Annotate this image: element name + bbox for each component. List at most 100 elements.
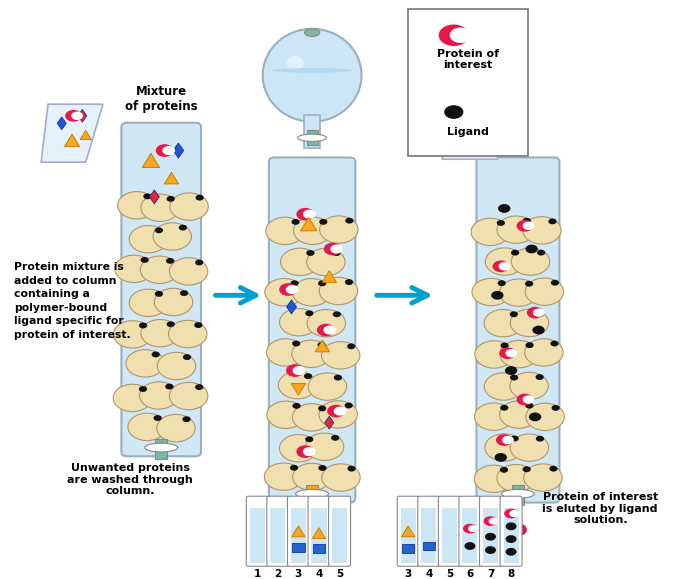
Ellipse shape [279,435,318,462]
Text: 8: 8 [508,569,514,579]
Ellipse shape [450,28,471,43]
Bar [250,508,265,563]
Ellipse shape [511,250,519,255]
Text: 4: 4 [316,569,322,579]
Text: 5: 5 [336,569,343,579]
Bar [512,485,524,505]
Ellipse shape [179,225,187,230]
Ellipse shape [280,309,318,336]
FancyBboxPatch shape [459,496,481,566]
Ellipse shape [510,312,518,317]
Ellipse shape [525,244,538,254]
Ellipse shape [304,373,312,379]
Ellipse shape [502,436,514,444]
Ellipse shape [305,310,314,316]
Ellipse shape [305,28,320,36]
Ellipse shape [157,352,196,380]
Ellipse shape [463,524,477,533]
FancyBboxPatch shape [500,496,522,566]
Ellipse shape [292,278,331,306]
Ellipse shape [474,465,512,493]
Ellipse shape [532,325,545,335]
Ellipse shape [500,340,539,368]
Ellipse shape [267,401,305,428]
Bar [307,130,318,145]
Bar [462,508,477,563]
Bar [270,508,285,563]
Bar [408,9,528,156]
Ellipse shape [333,312,341,317]
Ellipse shape [318,405,327,411]
Polygon shape [57,117,67,130]
Ellipse shape [485,248,523,275]
Ellipse shape [533,309,545,317]
Ellipse shape [452,112,463,120]
Text: Solution
of ligand: Solution of ligand [440,105,499,133]
Ellipse shape [550,340,558,346]
Ellipse shape [180,290,188,296]
Ellipse shape [510,372,548,400]
Ellipse shape [293,463,331,490]
Ellipse shape [510,524,526,536]
Text: 3: 3 [295,569,302,579]
Ellipse shape [162,146,175,155]
Ellipse shape [152,351,160,357]
Ellipse shape [292,219,300,225]
Ellipse shape [324,243,342,255]
Bar [421,508,436,563]
Polygon shape [287,300,296,314]
Bar [313,544,325,553]
Ellipse shape [128,413,166,441]
Text: 2: 2 [274,569,281,579]
Ellipse shape [327,405,345,417]
Ellipse shape [506,548,517,556]
Ellipse shape [292,340,330,368]
Ellipse shape [525,278,564,305]
Ellipse shape [294,217,332,244]
Ellipse shape [517,220,533,232]
Ellipse shape [266,339,305,366]
Ellipse shape [495,453,507,462]
Ellipse shape [500,405,508,411]
Text: Mixture
of proteins: Mixture of proteins [125,85,198,113]
Ellipse shape [115,255,153,283]
Ellipse shape [296,445,314,458]
Ellipse shape [510,435,519,441]
Ellipse shape [155,291,163,297]
Ellipse shape [471,218,510,245]
FancyBboxPatch shape [397,496,419,566]
Bar [155,439,167,459]
Ellipse shape [497,220,505,226]
FancyBboxPatch shape [287,496,309,566]
Ellipse shape [442,138,453,146]
FancyBboxPatch shape [308,496,330,566]
Polygon shape [300,218,317,231]
Ellipse shape [169,382,208,410]
Ellipse shape [318,465,327,471]
Bar [304,115,320,148]
Ellipse shape [143,193,152,199]
Ellipse shape [167,196,175,201]
Bar [401,508,416,563]
FancyBboxPatch shape [480,496,501,566]
Ellipse shape [167,321,175,327]
Polygon shape [80,130,91,140]
Polygon shape [41,104,103,162]
Ellipse shape [454,141,465,149]
Bar [504,508,519,563]
FancyBboxPatch shape [476,157,560,503]
Ellipse shape [525,281,533,287]
Ellipse shape [536,436,544,442]
Ellipse shape [529,412,541,422]
Ellipse shape [445,105,464,119]
Ellipse shape [141,256,179,284]
Ellipse shape [139,323,147,328]
Text: Ligand: Ligand [447,127,489,137]
Text: 5: 5 [446,569,453,579]
Ellipse shape [526,403,565,431]
Ellipse shape [292,366,305,375]
Ellipse shape [525,339,563,366]
Ellipse shape [145,443,178,452]
Ellipse shape [511,248,549,275]
Ellipse shape [320,216,358,243]
